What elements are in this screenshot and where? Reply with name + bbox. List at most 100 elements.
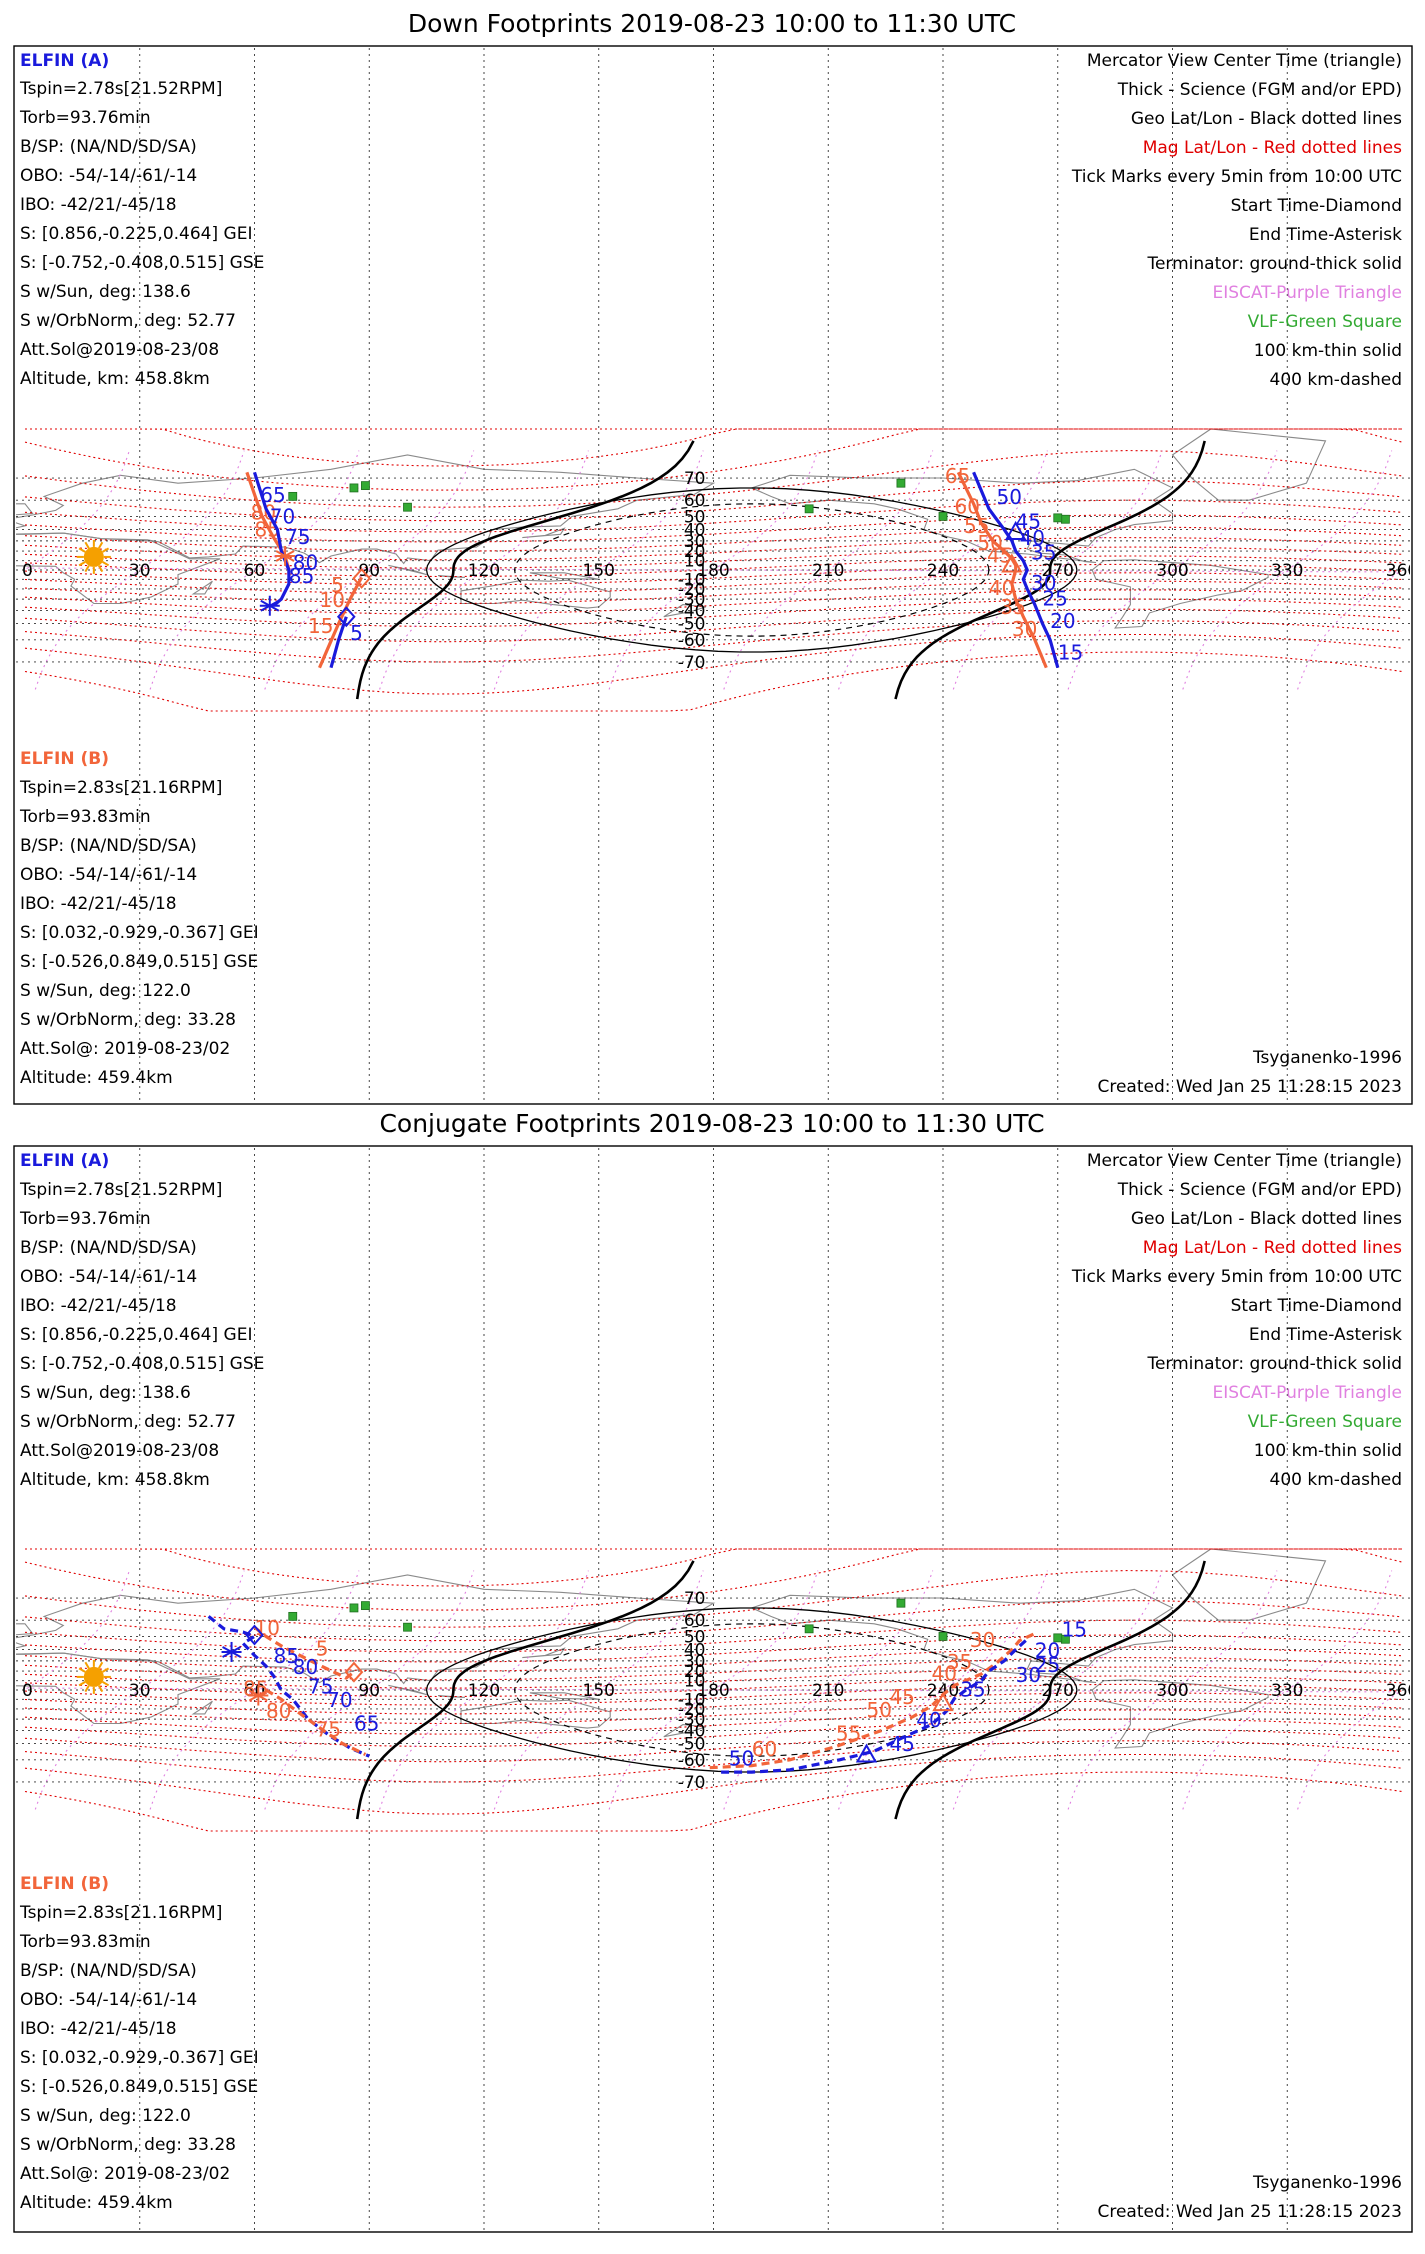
lat-tick-label: 50 (684, 1627, 706, 1647)
lat-tick-label: -60 (678, 631, 706, 651)
lat-tick-label: 30 (684, 532, 706, 552)
info-line: B/SP: (NA/ND/SD/SA) (20, 1238, 197, 1258)
mag-meridian (149, 450, 360, 690)
mag-parallel (24, 1740, 1403, 1783)
info-line: Tspin=2.78s[21.52RPM] (19, 1180, 222, 1200)
mag-meridian (1067, 1570, 1278, 1810)
info-line: Att.Sol@2019-08-23/08 (20, 1441, 219, 1461)
tick-mark-label: 70 (270, 504, 295, 528)
mag-meridian (25, 1570, 1402, 1810)
terminator-100km (425, 1607, 1078, 1773)
legend-item: Start Time-Diamond (1231, 1296, 1402, 1316)
lat-tick-label: 10 (684, 1672, 706, 1692)
lon-tick-label: 150 (583, 1681, 615, 1701)
legend-item: Thick - Science (FGM and/or EPD) (1117, 80, 1402, 100)
legend-item: VLF-Green Square (1248, 312, 1402, 332)
terminator-ground (894, 1560, 1206, 1820)
vlf-site (1053, 1633, 1063, 1643)
lon-tick-label: 270 (1042, 561, 1074, 581)
mag-parallel (24, 1548, 1403, 1611)
legend-item: 100 km-thin solid (1254, 341, 1402, 361)
terminator-ground (894, 440, 1206, 700)
tick-mark-label: 10 (255, 1616, 280, 1640)
tick-mark-label: 35 (1031, 540, 1056, 564)
legend-item: End Time-Asterisk (1249, 225, 1402, 245)
lon-tick-label: 120 (468, 561, 500, 581)
info-line: S: [0.856,-0.225,0.464] GEI (20, 1325, 252, 1345)
sun-icon (76, 1659, 111, 1694)
coastline (522, 527, 566, 539)
info-line: S: [0.032,-0.929,-0.367] GEI (20, 923, 259, 943)
coastline (663, 604, 707, 618)
elfin-b-track (318, 576, 364, 669)
legend-item: Start Time-Diamond (1231, 196, 1402, 216)
info-line: IBO: -42/21/-45/18 (20, 894, 177, 914)
map-layer: 0 30 60 90 120 150 180 210 240 270 300 330 360706050… (16, 1148, 1410, 2230)
end-time-asterisk (221, 1641, 242, 1662)
lat-tick-label: 30 (684, 1652, 706, 1672)
mag-meridian (25, 450, 1402, 690)
lat-tick-label: 50 (684, 507, 706, 527)
coastline (16, 503, 34, 516)
tick-mark-label: 60 (752, 1737, 777, 1761)
info-line: B/SP: (NA/ND/SD/SA) (20, 836, 197, 856)
info-line: Att.Sol@: 2019-08-23/02 (20, 2164, 230, 2184)
mag-meridian (493, 1570, 704, 1810)
info-line: OBO: -54/-14/-61/-14 (20, 1990, 197, 2010)
map-frame (13, 45, 1413, 1105)
center-time-triangle (855, 1743, 878, 1763)
end-time-asterisk (259, 595, 280, 616)
terminator-400km (513, 503, 990, 637)
coastline (16, 1623, 34, 1636)
lon-tick-label: 330 (1271, 561, 1303, 581)
vlf-site (361, 481, 370, 491)
mag-meridian (723, 1570, 934, 1810)
info-line: Tspin=2.83s[21.16RPM] (19, 1903, 222, 1923)
lon-tick-label: 300 (1156, 1681, 1188, 1701)
mag-parallel (24, 428, 1403, 491)
coastline (191, 1700, 213, 1715)
lat-tick-label: -30 (678, 1710, 706, 1730)
lat-tick-label: 20 (684, 1662, 706, 1682)
lon-tick-label: 90 (358, 1681, 380, 1701)
legend-item: End Time-Asterisk (1249, 1325, 1402, 1345)
elfin-a-header: ELFIN (A) (20, 1151, 109, 1171)
lat-tick-label: 40 (684, 1641, 706, 1661)
vlf-site (938, 1632, 948, 1641)
tick-mark-label: 20 (1035, 1639, 1060, 1663)
tick-mark-label: 80 (293, 1655, 318, 1679)
info-line: S w/OrbNorm, deg: 33.28 (20, 2135, 236, 2155)
elfin-b-header: ELFIN (B) (20, 1874, 109, 1894)
info-line: S w/OrbNorm, deg: 33.28 (20, 1010, 236, 1030)
legend-item: EISCAT-Purple Triangle (1212, 1383, 1402, 1403)
legend-item: Tick Marks every 5min from 10:00 UTC (1071, 1267, 1402, 1287)
coastline (750, 468, 1174, 564)
start-time-diamond (344, 1661, 364, 1683)
lat-tick-label: -20 (678, 580, 706, 600)
coastline (1171, 1548, 1327, 1621)
elfin-a-track (329, 616, 348, 669)
info-line: Altitude: 459.4km (20, 2193, 173, 2213)
lat-tick-label: 70 (684, 469, 706, 489)
sun-icon (76, 539, 111, 574)
tick-mark-label: 50 (997, 485, 1022, 509)
legend-item: 400 km-dashed (1270, 370, 1402, 390)
info-line: Tspin=2.83s[21.16RPM] (19, 778, 222, 798)
info-line: Att.Sol@: 2019-08-23/02 (20, 1039, 230, 1059)
legend: Mercator View Center Time (triangle) Thi… (1071, 51, 1402, 390)
created-label: Created: Wed Jan 25 11:28:15 2023 (1097, 1077, 1402, 1097)
tick-mark-label: 45 (987, 544, 1012, 568)
mag-meridian (1182, 450, 1393, 690)
elfin-a-header: ELFIN (A) (20, 51, 109, 71)
mag-meridian (1182, 1570, 1393, 1810)
legend-item: Terminator: ground-thick solid (1146, 1354, 1402, 1374)
lon-tick-label: 210 (812, 1681, 844, 1701)
tick-mark-label: 45 (889, 1732, 914, 1756)
vlf-site (403, 502, 412, 512)
lon-tick-label: 30 (129, 561, 151, 581)
tick-mark-label: 40 (932, 1662, 957, 1686)
mag-meridian (952, 1570, 1163, 1810)
start-time-diamond (245, 1624, 264, 1646)
tick-mark-label: 45 (889, 1685, 914, 1709)
mag-parallel (24, 480, 1403, 522)
